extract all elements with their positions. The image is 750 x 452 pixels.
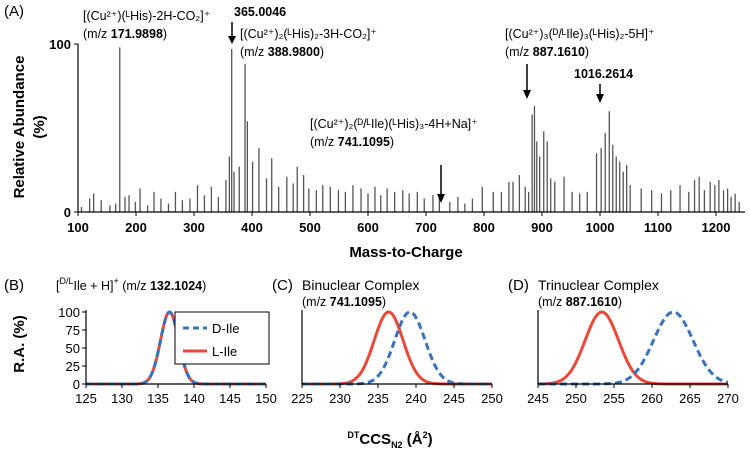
annotation-172-formula: [(Cu²⁺)(ᴸHis)-2H-CO₂]⁺ (83, 9, 210, 23)
x-tick-label: 1200 (702, 220, 731, 235)
panel-d-title: Trinuclear Complex (538, 277, 659, 293)
x-tick-label: 265 (679, 391, 701, 406)
y-tick-label: 75 (66, 323, 80, 338)
annotation-1016-peak: 1016.2614 (574, 67, 633, 81)
arrow-741-head (437, 194, 445, 203)
legend: D-Ile L-Ile (174, 311, 270, 365)
x-tick-label: 1000 (586, 220, 615, 235)
l-ile-curve (302, 310, 492, 386)
x-tick-label: 600 (357, 220, 379, 235)
x-tick-label: 270 (717, 391, 739, 406)
panel-a: (A) 100 200 300 400 500 600 700 800 900 1000 1100 1… (4, 3, 745, 261)
panel-c: (C) Binuclear Complex (m/z 741.1095) 225… (272, 277, 503, 406)
x-tick-label: 225 (291, 391, 313, 406)
arrow-1016-head (596, 94, 604, 103)
panel-b-plot: 125 130 135 140 145 150 0 25 50 75 100 (58, 305, 277, 406)
annotation-365-peak: 365.0046 (234, 5, 286, 19)
panel-a-x-ticks: 100 200 300 400 500 600 700 800 900 1000 1100 1200 (67, 212, 730, 235)
arrow-887-head (523, 90, 531, 99)
x-tick-label: 900 (531, 220, 553, 235)
l-ile-curve (537, 310, 728, 386)
legend-d-ile-label: D-Ile (212, 321, 239, 336)
panel-d-subtitle: (m/z 887.1610) (538, 295, 622, 309)
y-tick-label: 0 (73, 377, 80, 392)
x-tick-label: 400 (241, 220, 263, 235)
x-tick-label: 140 (183, 391, 205, 406)
x-tick-label: 250 (481, 391, 503, 406)
legend-box (174, 311, 270, 365)
annotation-887-mz: (m/z 887.1610) (505, 45, 589, 59)
x-tick-label: 200 (125, 220, 147, 235)
panel-a-ylabel-line2: (%) (31, 115, 48, 138)
panel-c-subtitle: (m/z 741.1095) (302, 295, 386, 309)
annotation-172-mz: (m/z 171.9898) (83, 27, 167, 41)
y-tick-label: 0 (64, 205, 71, 220)
panel-d-label: (D) (508, 277, 529, 294)
legend-l-ile-label: L-Ile (212, 344, 237, 359)
y-tick-label: 100 (58, 305, 80, 320)
panel-b: (B) [D/LIle + H]+ (m/z 132.1024) R.A. (%… (4, 276, 277, 406)
x-tick-label: 150 (255, 391, 277, 406)
panel-d-plot: 245 250 255 260 265 270 (527, 310, 739, 406)
arrow-365-head (228, 36, 236, 44)
panel-a-label: (A) (4, 3, 24, 20)
x-tick-label: 260 (641, 391, 663, 406)
panel-a-xlabel: Mass-to-Charge (349, 244, 462, 261)
panel-b-title: [D/LIle + H]+ (m/z 132.1024) (56, 276, 206, 293)
x-tick-label: 300 (183, 220, 205, 235)
x-tick-label: 240 (405, 391, 427, 406)
x-tick-label: 130 (111, 391, 133, 406)
annotation-389-formula: [(Cu²⁺)₂(ᴸHis)₂-3H-CO₂]⁺ (240, 27, 377, 41)
y-tick-label: 25 (66, 359, 80, 374)
x-tick-label: 230 (329, 391, 351, 406)
annotation-741-formula: [(Cu²⁺)₂(ᴰ/ᴸIle)(ᴸHis)₃-4H+Na]⁺ (310, 117, 478, 131)
shared-xlabel: DTCCSN2 (Å2) (347, 430, 432, 450)
x-tick-label: 500 (299, 220, 321, 235)
panel-b-label: (B) (4, 277, 24, 294)
panel-a-ylabel-line1: Relative Abundance (11, 56, 28, 199)
x-tick-label: 255 (603, 391, 625, 406)
panel-c-title: Binuclear Complex (302, 277, 420, 293)
x-tick-label: 100 (67, 220, 89, 235)
y-tick-label: 50 (66, 341, 80, 356)
x-tick-label: 125 (75, 391, 97, 406)
x-tick-label: 245 (443, 391, 465, 406)
x-tick-label: 145 (219, 391, 241, 406)
annotation-887-formula: [(Cu²⁺)₃(ᴰ/ᴸIle)₃(ᴸHis)₂-5H]⁺ (505, 27, 655, 41)
panel-b-ylabel: R.A. (%) (11, 315, 28, 373)
x-tick-label: 1100 (644, 220, 672, 235)
annotation-389-mz: (m/z 388.9800) (240, 45, 324, 59)
x-tick-label: 235 (367, 391, 389, 406)
x-tick-label: 800 (473, 220, 495, 235)
x-tick-label: 250 (565, 391, 587, 406)
panel-c-label: (C) (272, 277, 293, 294)
panel-c-plot: 225 230 235 240 245 250 (291, 310, 503, 406)
y-tick-label: 100 (49, 37, 71, 52)
annotation-741-mz: (m/z 741.1095) (310, 135, 394, 149)
panel-a-bars (80, 47, 740, 212)
panel-a-y-ticks: 0 100 (49, 37, 78, 220)
x-tick-label: 135 (147, 391, 169, 406)
x-tick-label: 700 (415, 220, 437, 235)
x-tick-label: 245 (527, 391, 549, 406)
panel-d: (D) Trinuclear Complex (m/z 887.1610) 24… (508, 277, 739, 406)
